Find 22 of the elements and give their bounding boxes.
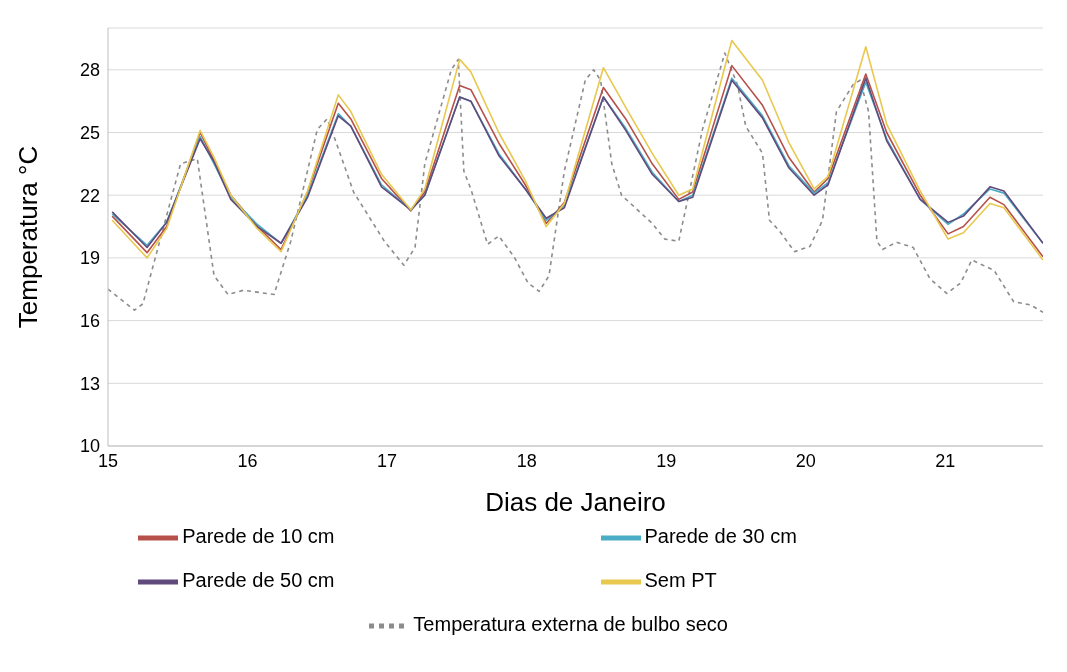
y-tick-label: 28 [79,60,100,81]
x-tick-label: 16 [237,450,258,471]
x-tick-label: 19 [656,450,677,471]
x-tick-label: 18 [516,450,537,471]
y-tick-label: 13 [79,373,100,394]
y-tick-label: 25 [79,122,100,143]
legend-label: Parede de 30 cm [644,525,797,548]
y-tick-label: 22 [79,185,100,206]
legend-label: Parede de 10 cm [182,525,335,548]
x-tick-label: 21 [935,450,956,471]
y-tick-label: 19 [79,248,100,269]
x-tick-label: 20 [795,450,816,471]
y-tick-label: 10 [79,436,100,457]
x-tick-label: 17 [377,450,398,471]
y-tick-label: 16 [79,310,100,331]
legend-label: Temperatura externa de bulbo seco [413,613,728,636]
legend-label: Sem PT [644,569,717,592]
line-series [108,52,1043,314]
legend-label: Parede de 50 cm [182,569,335,592]
x-axis-title: Dias de Janeiro [485,487,666,517]
x-tick-label: 15 [97,450,119,471]
y-axis-title: Temperatura °C [13,145,44,329]
